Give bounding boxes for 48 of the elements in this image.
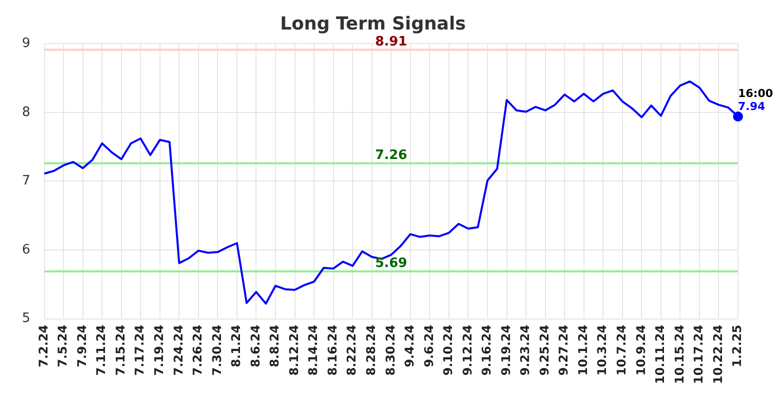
x-tick-label: 9.27.24 <box>556 324 571 376</box>
data-label: 7.94 <box>738 100 766 113</box>
chart-title: Long Term Signals <box>280 13 466 34</box>
x-tick-label: 9.12.24 <box>460 324 474 376</box>
ref-line-label: 5.69 <box>375 256 408 272</box>
x-tick-label: 8.30.24 <box>383 324 398 376</box>
x-tick-label: 7.5.24 <box>56 324 70 368</box>
x-tick-label: 9.19.24 <box>498 324 513 376</box>
x-tick-label: 8.28.24 <box>364 324 378 376</box>
x-tick-label: 8.22.24 <box>344 324 359 376</box>
x-tick-label: 9.23.24 <box>518 324 532 376</box>
x-tick-label: 8.8.24 <box>268 324 282 368</box>
x-tick-label: 9.10.24 <box>441 324 456 376</box>
x-tick-label: 10.11.24 <box>653 324 668 384</box>
x-tick-label: 10.1.24 <box>576 324 590 376</box>
y-tick-label: 7 <box>22 174 30 189</box>
y-tick-label: 9 <box>22 36 30 51</box>
x-tick-label: 8.6.24 <box>248 324 262 368</box>
x-tick-label: 10.3.24 <box>595 324 610 376</box>
x-tick-label: 9.4.24 <box>402 324 417 368</box>
x-tick-label: 7.19.24 <box>152 324 166 376</box>
y-tick-label: 8 <box>22 104 30 120</box>
y-tick-label: 6 <box>22 242 30 258</box>
x-tick-label: 9.6.24 <box>422 324 436 368</box>
x-tick-label: 7.30.24 <box>210 324 224 376</box>
y-tick-label: 5 <box>22 311 30 326</box>
x-tick-label: 7.26.24 <box>190 324 205 376</box>
ref-line-label: 8.91 <box>375 34 408 50</box>
x-tick-label: 10.17.24 <box>692 324 706 384</box>
x-tick-label: 7.9.24 <box>74 324 89 368</box>
x-tick-label: 10.22.24 <box>710 324 725 384</box>
ref-line-label: 7.26 <box>375 148 408 164</box>
x-tick-label: 7.17.24 <box>132 324 147 376</box>
x-tick-label: 10.7.24 <box>614 324 629 376</box>
x-tick-label: 8.12.24 <box>286 324 301 376</box>
x-tick-label: 9.16.24 <box>480 324 494 376</box>
x-tick-label: 8.1.24 <box>229 324 244 368</box>
x-tick-label: 10.15.24 <box>672 324 686 384</box>
x-tick-label: 8.16.24 <box>325 324 340 376</box>
annotation: 16:00 <box>738 86 774 100</box>
x-tick-label: 7.15.24 <box>113 324 128 376</box>
x-tick-label: 8.14.24 <box>306 324 320 376</box>
x-tick-label: 10.9.24 <box>634 324 648 376</box>
x-tick-label: 9.25.24 <box>537 324 552 376</box>
x-tick-label: 1.2.25 <box>730 324 744 368</box>
x-tick-label: 7.11.24 <box>94 324 108 376</box>
x-tick-label: 7.2.24 <box>36 324 50 368</box>
x-tick-label: 7.24.24 <box>171 324 186 376</box>
